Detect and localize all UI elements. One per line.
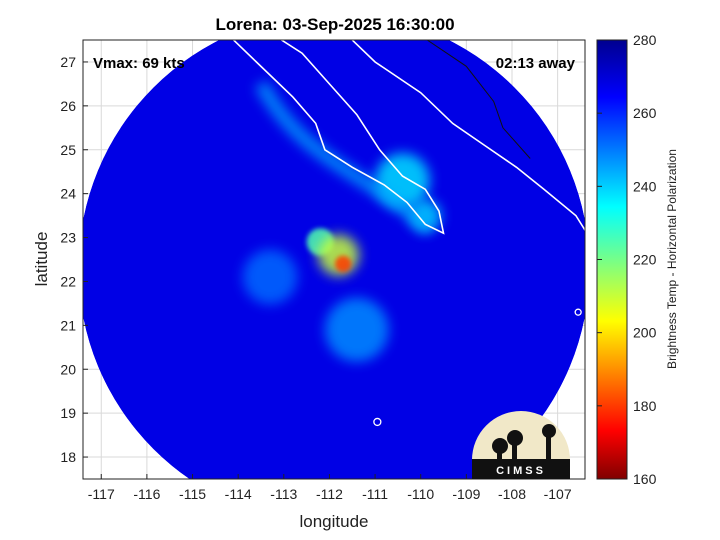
y-tick-label: 24: [60, 186, 76, 202]
y-tick-label: 27: [60, 54, 76, 70]
colorbar-tick-label: 180: [633, 398, 657, 414]
y-tick-label: 26: [60, 98, 76, 114]
y-tick-label: 20: [60, 361, 76, 377]
swath: [83, 40, 585, 479]
x-tick-label: -112: [316, 486, 343, 502]
plot-frame: [82, 39, 586, 480]
colorbar-tick-label: 220: [633, 252, 657, 268]
colorbar-tick-label: 240: [633, 178, 657, 194]
state-border: [426, 40, 531, 159]
x-tick-label: -114: [225, 486, 252, 502]
colorbar-tick-label: 160: [633, 471, 657, 487]
x-tick-label: -115: [179, 486, 206, 502]
cimss-logo: CIMSS: [472, 411, 570, 479]
y-tick-label: 18: [60, 449, 76, 465]
x-tick-label: -116: [133, 486, 160, 502]
colorbar-tick-label: 280: [633, 32, 657, 48]
x-tick-label: -111: [362, 486, 388, 502]
baja-coast: [232, 40, 445, 235]
x-tick-label: -108: [498, 486, 526, 502]
feature-outer-band-south: [324, 297, 389, 362]
y-tick-label: 22: [60, 273, 76, 289]
colorbar-tick-label: 200: [633, 325, 657, 341]
feature-outer-band-west: [242, 249, 298, 305]
y-tick-label: 25: [60, 142, 76, 158]
chart-title: Lorena: 03-Sep-2025 16:30:00: [215, 15, 454, 34]
x-axis: -117 -116 -115 -114 -113 -112 -111 -110 -109 -108…: [88, 474, 572, 502]
y-axis-title: latitude: [32, 232, 51, 287]
x-tick-label: -107: [544, 486, 572, 502]
y-tick-label: 21: [60, 317, 76, 333]
mainland-coast: [351, 40, 585, 232]
time-away-annotation: 02:13 away: [496, 55, 576, 72]
logo-text: CIMSS: [496, 465, 546, 477]
x-tick-label: -110: [407, 486, 434, 502]
x-tick-label: -109: [452, 486, 480, 502]
island-socorro: [373, 417, 382, 427]
vmax-annotation: Vmax: 69 kts: [93, 55, 185, 72]
colorbar-ticks: 160 180 200 220 240 260 280: [597, 32, 657, 487]
x-tick-label: -117: [88, 486, 115, 502]
x-tick-label: -113: [270, 486, 297, 502]
y-tick-label: 23: [60, 230, 76, 246]
y-tick-label: 19: [60, 405, 76, 421]
colorbar-tick-label: 260: [633, 105, 657, 121]
x-axis-title: longitude: [299, 512, 368, 531]
colorbar-title: Brightness Temp - Horizontal Polarizatio…: [665, 149, 679, 369]
coastline: [232, 40, 585, 427]
y-axis: 18 19 20 21 22 23 24 25 26 27: [60, 54, 88, 465]
islas-marias: [574, 308, 582, 316]
baja-land-swath: [254, 80, 435, 235]
feature-storm-core: [334, 255, 352, 273]
